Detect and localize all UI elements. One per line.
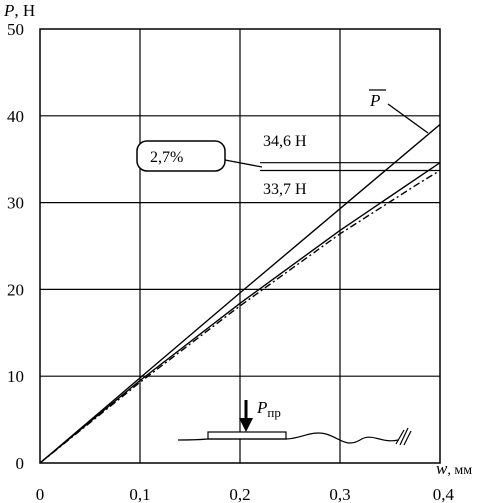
x-tick-label: 0 <box>36 485 45 503</box>
beam-plate <box>207 431 287 440</box>
series-label-leader <box>387 103 429 134</box>
y-tick-label: 40 <box>7 107 24 126</box>
series-lines <box>39 123 441 464</box>
percent-callout-text: 2,7% <box>150 149 183 166</box>
beam-hatch <box>395 427 412 446</box>
ref-label-upper: 34,6 Н <box>263 133 307 150</box>
series-line-1 <box>39 123 441 464</box>
percent-callout: 2,7% <box>136 140 263 172</box>
series-label-pbar: P <box>369 89 429 134</box>
y-axis-label: P, Н <box>3 1 35 20</box>
reference-lines <box>260 162 440 172</box>
y-tick-label: 50 <box>7 20 24 39</box>
y-tick-label: 0 <box>16 454 25 473</box>
grid-lines <box>40 29 440 463</box>
series-line-2 <box>39 162 441 464</box>
load-arrow-head <box>239 418 253 432</box>
series-line-3 <box>39 169 441 464</box>
load-label: Pпр <box>256 398 281 420</box>
beam-inset: Pпр <box>177 398 412 446</box>
x-axis-label: w, мм <box>436 459 472 478</box>
series-label-text: P <box>369 91 380 110</box>
x-tick-label: 0,4 <box>433 485 455 503</box>
x-tick-label: 0,2 <box>229 485 250 503</box>
y-tick-label: 10 <box>7 367 24 386</box>
beam-wave <box>177 432 399 444</box>
y-tick-label: 30 <box>7 194 24 213</box>
percent-callout-box <box>136 140 226 172</box>
x-tick-label: 0,3 <box>329 485 350 503</box>
y-tick-label: 20 <box>7 280 24 299</box>
percent-callout-leader <box>224 159 263 168</box>
x-tick-label: 0,1 <box>129 485 150 503</box>
plot-frame <box>39 28 441 464</box>
tick-labels: 0 0,1 0,2 0,3 0,4 0 10 20 30 40 50 <box>7 20 455 503</box>
ref-label-lower: 33,7 Н <box>263 181 307 198</box>
